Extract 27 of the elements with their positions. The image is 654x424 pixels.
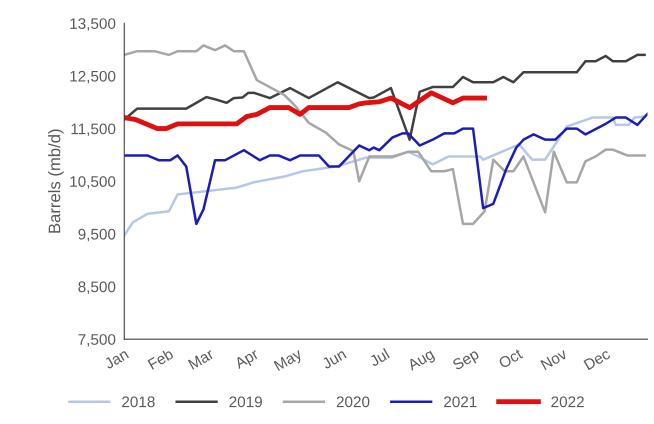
x-tick-label: Jan: [103, 348, 130, 370]
x-tick-label: Aug: [406, 348, 436, 374]
legend-label: 2021: [444, 396, 477, 408]
y-tick-label: 11,500: [71, 123, 116, 136]
x-tick-label: Jun: [321, 348, 347, 370]
y-tick-label: 7,500: [78, 334, 116, 347]
x-tick-label: Mar: [188, 348, 215, 370]
x-tick-label: Nov: [540, 348, 568, 370]
y-axis-title: Barrels (mb/d): [48, 130, 64, 233]
legend-label: 2020: [336, 396, 370, 408]
x-tick-label: Jul: [368, 348, 390, 367]
y-tick-label: 13,500: [70, 18, 116, 31]
y-tick-label: 9,500: [78, 228, 116, 242]
line-series: [124, 90, 488, 132]
y-tick-label: 8,500: [78, 281, 116, 294]
line-series: [124, 44, 646, 226]
y-tick-label: 10,500: [70, 176, 116, 189]
x-tick-label: Oct: [498, 348, 524, 369]
y-tick-label: 12,500: [70, 70, 116, 84]
x-tick-label: Apr: [234, 348, 261, 372]
legend-label: 2018: [122, 396, 155, 408]
x-tick-label: May: [274, 348, 304, 374]
legend-label: 2022: [551, 396, 584, 408]
x-tick-label: Sep: [452, 348, 482, 374]
legend-label: 2019: [229, 396, 262, 408]
x-tick-label: Feb: [147, 348, 174, 370]
x-tick-label: Dec: [584, 348, 611, 370]
